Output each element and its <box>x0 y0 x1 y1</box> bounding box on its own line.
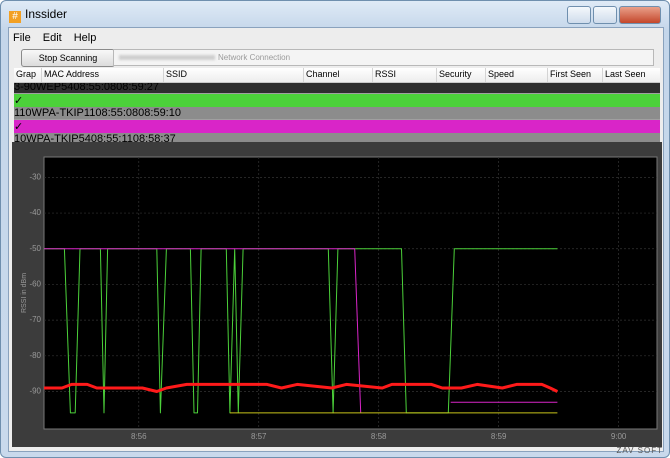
cell-security: WPA-TKIP <box>31 107 84 119</box>
menu-item[interactable]: Help <box>73 32 97 44</box>
cell-channel: 3 <box>14 81 21 93</box>
column-header[interactable]: Channel <box>306 69 340 79</box>
column-divider <box>485 68 486 82</box>
menu-item[interactable]: Edit <box>42 32 62 44</box>
x-tick-label: 8:56 <box>131 432 147 441</box>
minimize-button[interactable] <box>567 6 591 24</box>
column-header[interactable]: Security <box>439 69 472 79</box>
column-header[interactable]: MAC Address <box>44 69 100 79</box>
table-row[interactable]: ✓ 110WPA-TKIP1108:55:0808:59:10 <box>14 94 660 120</box>
title-bar: # Inssider <box>9 7 67 23</box>
x-tick-label: 8:58 <box>371 432 387 441</box>
adapter-dropdown[interactable]: Network Connection <box>113 49 654 66</box>
stop-scanning-button[interactable]: Stop Scanning <box>21 49 115 67</box>
cell-rssi: 0 <box>25 107 32 119</box>
y-tick-label: -70 <box>29 315 41 324</box>
close-button[interactable] <box>619 6 661 24</box>
column-divider <box>372 68 373 82</box>
y-tick-label: -40 <box>29 208 41 217</box>
series-line <box>44 248 558 413</box>
maximize-button[interactable] <box>593 6 617 24</box>
y-tick-label: -30 <box>29 172 41 181</box>
column-header[interactable]: RSSI <box>375 69 397 79</box>
rssi-chart: RSSI in dBm -30 -40 -50 -60 -70 -80 -90 8:56 8:57… <box>21 156 658 441</box>
table-header: Grap MAC Address SSID Channel RSSI Security Sp… <box>14 68 660 83</box>
column-divider <box>436 68 437 82</box>
column-header[interactable]: First Seen <box>550 69 592 79</box>
column-divider <box>547 68 548 82</box>
column-header[interactable]: Speed <box>488 69 515 79</box>
cell-last-seen: 08:59:27 <box>116 81 159 93</box>
column-divider <box>163 68 164 82</box>
window-controls <box>567 6 661 24</box>
column-header[interactable]: Grap <box>16 69 37 79</box>
network-table: Grap MAC Address SSID Channel RSSI Security Sp… <box>14 68 660 172</box>
series-line <box>44 382 559 393</box>
x-tick-label: 9:00 <box>611 432 627 441</box>
cell-security: WEP <box>36 81 62 93</box>
x-tick-label: 8:57 <box>251 432 267 441</box>
cell-first-seen: 08:55:08 <box>95 107 139 119</box>
column-header[interactable]: Last Seen <box>605 69 646 79</box>
x-tick-label: 8:59 <box>491 432 507 441</box>
graph-checkbox[interactable]: ✓ <box>14 94 660 107</box>
cell-rssi: 0 <box>20 133 27 145</box>
cell-first-seen: 08:55:08 <box>73 81 117 93</box>
column-header[interactable]: SSID <box>166 69 188 79</box>
y-axis-label: RSSI in dBm <box>21 273 28 313</box>
cell-channel: 1 <box>14 133 21 145</box>
menu-bar: File Edit Help <box>13 32 96 44</box>
menu-item[interactable]: File <box>13 32 31 44</box>
client-area: File Edit Help Stop Scanning Network Conne… <box>8 27 664 452</box>
column-divider <box>41 68 42 82</box>
y-tick-label: -90 <box>29 387 41 396</box>
window-title: Inssider <box>25 7 68 21</box>
column-divider <box>303 68 304 82</box>
chart-panel: RSSI in dBm -30 -40 -50 -60 -70 -80 -90 8:56 8:57… <box>12 142 662 447</box>
cell-last-seen: 08:59:10 <box>138 107 181 119</box>
cell-channel: 11 <box>14 107 26 119</box>
watermark: ZAV SOFT <box>616 446 663 455</box>
column-divider <box>602 68 603 82</box>
y-tick-label: -60 <box>29 280 41 289</box>
cell-rssi: -90 <box>20 81 37 93</box>
y-tick-label: -80 <box>29 351 41 360</box>
graph-checkbox[interactable]: ✓ <box>14 120 660 133</box>
adapter-name: Network Connection <box>218 53 291 62</box>
y-tick-label: -50 <box>29 244 41 253</box>
cell-speed: 54 <box>61 81 74 93</box>
cell-speed: 11 <box>83 107 96 119</box>
